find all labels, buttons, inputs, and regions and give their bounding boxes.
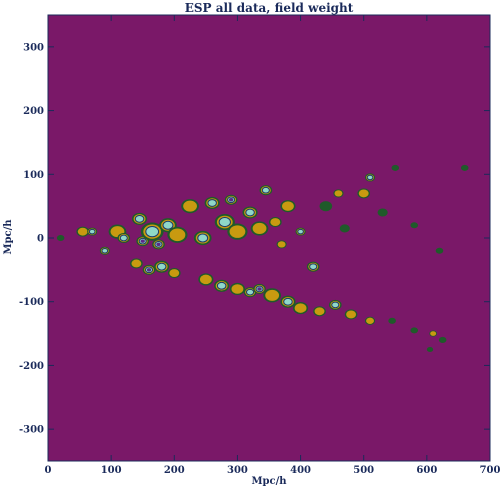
- density-blob: [101, 247, 109, 254]
- x-tick-label: 700: [480, 465, 501, 476]
- density-blob: [297, 228, 304, 235]
- density-blob: [283, 297, 293, 306]
- density-blob: [216, 281, 227, 290]
- x-tick-label: 500: [353, 465, 374, 476]
- density-blob: [366, 317, 374, 324]
- density-blob: [145, 226, 160, 238]
- density-blob: [88, 228, 96, 235]
- y-tick-label: -100: [19, 297, 44, 308]
- density-blob: [319, 201, 333, 212]
- chart-title: ESP all data, field weight: [185, 1, 354, 15]
- y-axis-label: Mpc/h: [3, 219, 14, 255]
- density-blob: [410, 222, 419, 229]
- density-blob: [334, 190, 343, 197]
- density-blob: [426, 346, 434, 353]
- density-blob: [391, 164, 400, 171]
- density-blob: [169, 269, 180, 277]
- density-blob: [430, 331, 437, 336]
- density-blob: [56, 234, 65, 242]
- y-tick-label: 0: [37, 234, 44, 245]
- density-blob: [331, 301, 340, 309]
- density-blob: [270, 218, 281, 227]
- density-blob: [231, 284, 244, 294]
- x-tick-label: 100: [101, 465, 122, 476]
- density-blob: [277, 241, 286, 248]
- density-blob: [183, 200, 197, 212]
- density-blob: [162, 220, 174, 230]
- density-blob: [257, 287, 262, 291]
- density-blob: [309, 263, 318, 271]
- y-tick-label: -200: [19, 361, 44, 372]
- density-blob: [261, 186, 270, 194]
- density-blob: [435, 247, 444, 254]
- density-blob: [131, 259, 142, 268]
- density-blob: [169, 228, 186, 242]
- density-blob: [366, 174, 374, 181]
- density-blob: [156, 242, 161, 247]
- density-blob: [358, 189, 369, 198]
- y-tick-label: -300: [19, 425, 44, 436]
- density-blob: [207, 199, 217, 207]
- density-blobs: [56, 164, 469, 353]
- density-blob: [77, 227, 88, 236]
- x-tick-label: 400: [290, 465, 311, 476]
- density-blob: [339, 224, 350, 233]
- density-blob: [460, 164, 469, 171]
- density-blob: [199, 274, 212, 285]
- density-blob: [119, 234, 128, 242]
- x-axis-ticks: 0 100 200 300 400 500 600 700: [45, 15, 501, 476]
- density-blob: [294, 303, 307, 313]
- density-blob: [218, 217, 231, 228]
- density-blob: [438, 336, 447, 343]
- x-tick-label: 600: [416, 465, 437, 476]
- x-tick-label: 200: [164, 465, 185, 476]
- y-axis-ticks: -300 -200 -100 0 100 200 300: [19, 42, 490, 436]
- density-blob: [410, 327, 419, 334]
- x-tick-label: 300: [227, 465, 248, 476]
- density-blob: [252, 222, 267, 234]
- density-blob: [346, 310, 357, 319]
- density-blob: [377, 208, 388, 217]
- density-blob: [229, 225, 246, 238]
- density-blob: [245, 208, 255, 217]
- density-blob: [140, 239, 145, 243]
- density-blob: [282, 201, 294, 211]
- y-tick-label: 100: [23, 170, 44, 181]
- density-blob: [228, 198, 234, 202]
- y-tick-label: 300: [23, 42, 44, 53]
- density-blob: [265, 289, 280, 301]
- density-blob: [314, 307, 325, 316]
- x-axis-label: Mpc/h: [251, 476, 287, 487]
- density-blob: [134, 214, 145, 223]
- density-blob: [156, 262, 167, 271]
- density-blob: [246, 288, 255, 296]
- density-blob: [197, 233, 209, 243]
- x-tick-label: 0: [45, 465, 52, 476]
- density-blob: [388, 317, 396, 324]
- density-blob: [146, 268, 152, 272]
- y-tick-label: 200: [23, 106, 44, 117]
